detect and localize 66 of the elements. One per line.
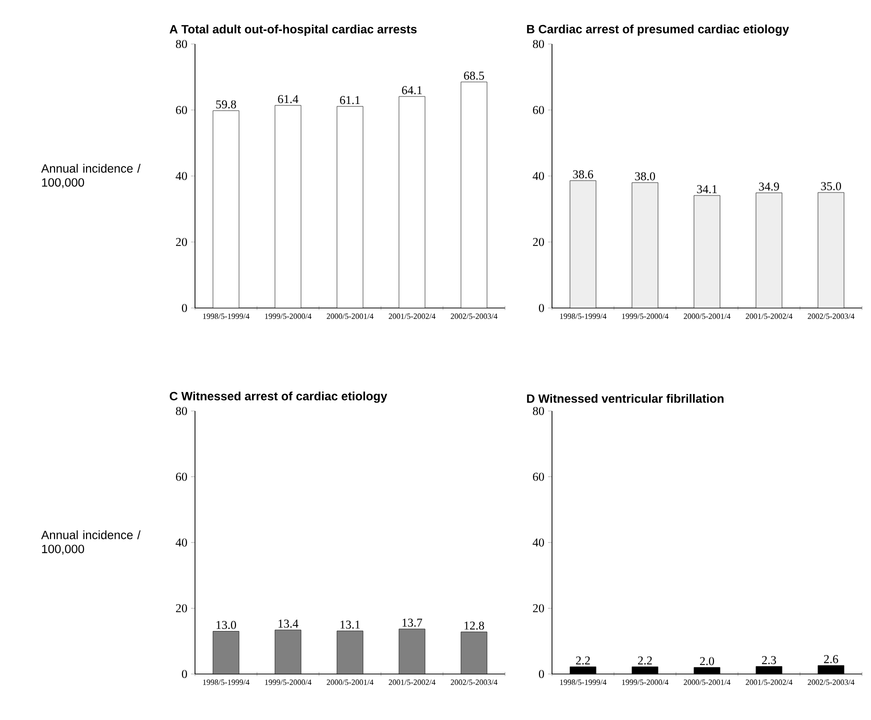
data-label: 34.1 (697, 185, 717, 194)
data-label: 38.0 (635, 172, 656, 180)
x-tick-label: 2001/5-2002/4 (746, 314, 792, 319)
x-tick-label: 2001/5-2002/4 (388, 680, 436, 685)
x-tick-label: 2002/5-2003/4 (450, 314, 498, 319)
y-tick-label: 20 (176, 604, 188, 612)
x-tick-label: 1999/5-2000/4 (622, 314, 668, 319)
data-label: 35.0 (821, 182, 842, 190)
y-tick-label: 20 (533, 238, 544, 246)
y-axis-title: Annual incidence / 100,000 (41, 530, 141, 555)
y-tick-label: 20 (533, 604, 544, 612)
x-tick-label: 1999/5-2000/4 (622, 680, 668, 685)
chart-title: C Witnessed arrest of cardiac etiology (170, 392, 388, 403)
data-label: 2.2 (638, 656, 652, 665)
y-tick-label: 0 (538, 304, 544, 312)
x-tick-label: 2001/5-2002/4 (746, 680, 792, 685)
data-label: 2.3 (762, 656, 776, 664)
data-label: 59.8 (216, 100, 236, 108)
data-label: 2.6 (824, 655, 838, 664)
x-tick-label: 2002/5-2003/4 (808, 314, 854, 319)
chart-title: A Total adult out-of-hospital cardiac arrests (170, 24, 417, 36)
data-label: 34.9 (759, 182, 779, 191)
x-tick-label: 2002/5-2003/4 (450, 680, 498, 685)
x-tick-label: 2000/5-2001/4 (326, 314, 374, 319)
x-tick-label: 1998/5-1999/4 (203, 314, 250, 319)
chart-title: B Cardiac arrest of presumed cardiac etiology (527, 24, 789, 36)
y-tick-label: 20 (176, 238, 188, 246)
data-label: 13.4 (278, 620, 298, 628)
data-label: 13.1 (340, 620, 360, 629)
data-label: 64.1 (402, 86, 422, 94)
y-tick-label: 80 (532, 406, 544, 416)
x-tick-label: 2000/5-2001/4 (326, 680, 374, 685)
data-label: 38.6 (573, 170, 594, 178)
x-tick-label: 1998/5-1999/4 (560, 680, 606, 685)
x-tick-label: 1999/5-2000/4 (265, 680, 312, 685)
y-tick-label: 40 (176, 538, 188, 547)
x-tick-label: 2001/5-2002/4 (388, 314, 436, 319)
y-tick-label: 60 (532, 106, 544, 114)
y-tick-label: 80 (532, 40, 544, 48)
y-tick-label: 80 (176, 40, 188, 48)
data-label: 2.0 (700, 657, 714, 666)
data-label: 61.1 (340, 96, 360, 104)
y-tick-label: 0 (538, 670, 544, 678)
y-tick-label: 40 (532, 538, 544, 547)
data-label: 13.7 (402, 618, 422, 627)
y-tick-label: 0 (182, 670, 188, 678)
y-axis-title: Annual incidence / 100,000 (41, 164, 141, 188)
x-tick-label: 1998/5-1999/4 (560, 314, 606, 319)
data-label: 2.2 (576, 656, 590, 665)
chart-title: D Witnessed ventricular fibrillation (527, 394, 724, 403)
y-tick-label: 60 (176, 472, 188, 481)
data-label: 12.8 (464, 622, 484, 630)
data-label: 61.4 (278, 95, 298, 104)
y-tick-label: 60 (176, 106, 188, 114)
y-tick-label: 40 (532, 172, 544, 180)
x-tick-label: 2002/5-2003/4 (808, 680, 854, 685)
y-tick-label: 80 (176, 406, 188, 416)
data-label: 68.5 (464, 72, 484, 80)
x-tick-label: 2000/5-2001/4 (684, 314, 730, 319)
y-tick-label: 60 (532, 472, 544, 481)
x-tick-label: 1999/5-2000/4 (265, 314, 312, 319)
data-label: 13.0 (216, 620, 236, 630)
y-tick-label: 0 (182, 304, 188, 312)
y-tick-label: 40 (176, 172, 188, 180)
x-tick-label: 2000/5-2001/4 (684, 680, 730, 685)
x-tick-label: 1998/5-1999/4 (203, 680, 250, 685)
